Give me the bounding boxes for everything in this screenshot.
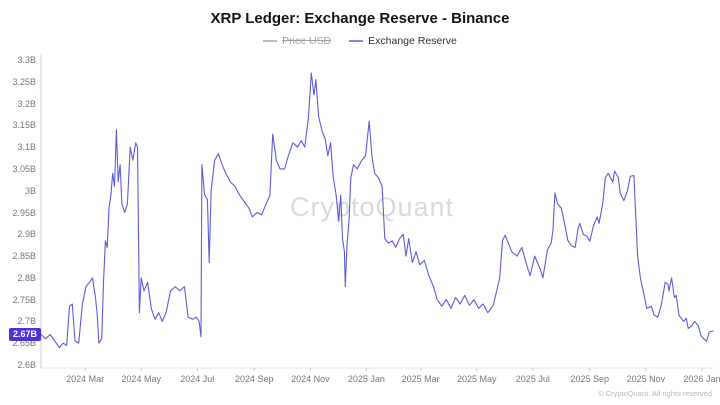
x-tick-label: 2026 Jan (683, 374, 720, 384)
current-value-badge: 2.67B (9, 328, 41, 341)
x-tick-label: 2024 Sep (234, 374, 274, 384)
y-tick-label: 3.3B (17, 55, 36, 65)
x-axis-tick-marks (84, 368, 703, 371)
y-tick-label: 2.6B (17, 360, 36, 370)
legend-label-exchange-reserve: Exchange Reserve (368, 35, 457, 47)
cryptoquant-watermark: CryptoQuant (289, 192, 455, 222)
x-tick-label: 2025 Sep (570, 374, 610, 384)
y-tick-label: 2.95B (12, 207, 36, 218)
y-tick-label: 2.75B (12, 294, 36, 305)
x-tick-label: 2024 Nov (291, 374, 330, 384)
price-usd-line-swatch-icon (263, 40, 278, 42)
y-tick-label: 2.8B (17, 272, 36, 283)
x-tick-label: 2025 Mar (401, 374, 440, 384)
legend-label-price-usd: Price USD (282, 35, 332, 47)
x-tick-label: 2024 May (121, 374, 161, 384)
page-title: XRP Ledger: Exchange Reserve - Binance (210, 10, 510, 27)
x-tick-label: 2024 Mar (66, 374, 105, 384)
x-tick-label: 2025 Jan (347, 374, 385, 384)
copyright-text: © CryptoQuant. All rights reserved (598, 389, 712, 398)
legend-item-exchange-reserve[interactable]: Exchange Reserve (349, 35, 457, 47)
x-tick-label: 2024 Jul (180, 374, 215, 384)
y-tick-label: 2.7B (17, 316, 36, 327)
x-tick-label: 2025 Jul (515, 374, 550, 384)
y-tick-label: 3.25B (12, 76, 36, 87)
legend-item-price-usd[interactable]: Price USD (263, 35, 331, 47)
y-tick-label: 2.85B (12, 251, 36, 262)
y-tick-label: 3.2B (17, 98, 36, 109)
y-tick-label: 3.1B (17, 142, 36, 153)
y-tick-label: 2.9B (17, 229, 36, 240)
x-tick-label: 2025 Nov (626, 374, 666, 384)
chart-legend: Price USD Exchange Reserve (0, 35, 720, 47)
y-tick-label: 3.05B (12, 163, 36, 174)
exchange-reserve-line-swatch-icon (349, 40, 364, 42)
y-tick-label: 3.15B (12, 120, 36, 131)
x-tick-label: 2025 May (456, 374, 497, 384)
y-tick-label: 2.65B (12, 338, 36, 349)
y-tick-label: 3B (24, 185, 36, 196)
exchange-reserve-line (40, 72, 714, 349)
